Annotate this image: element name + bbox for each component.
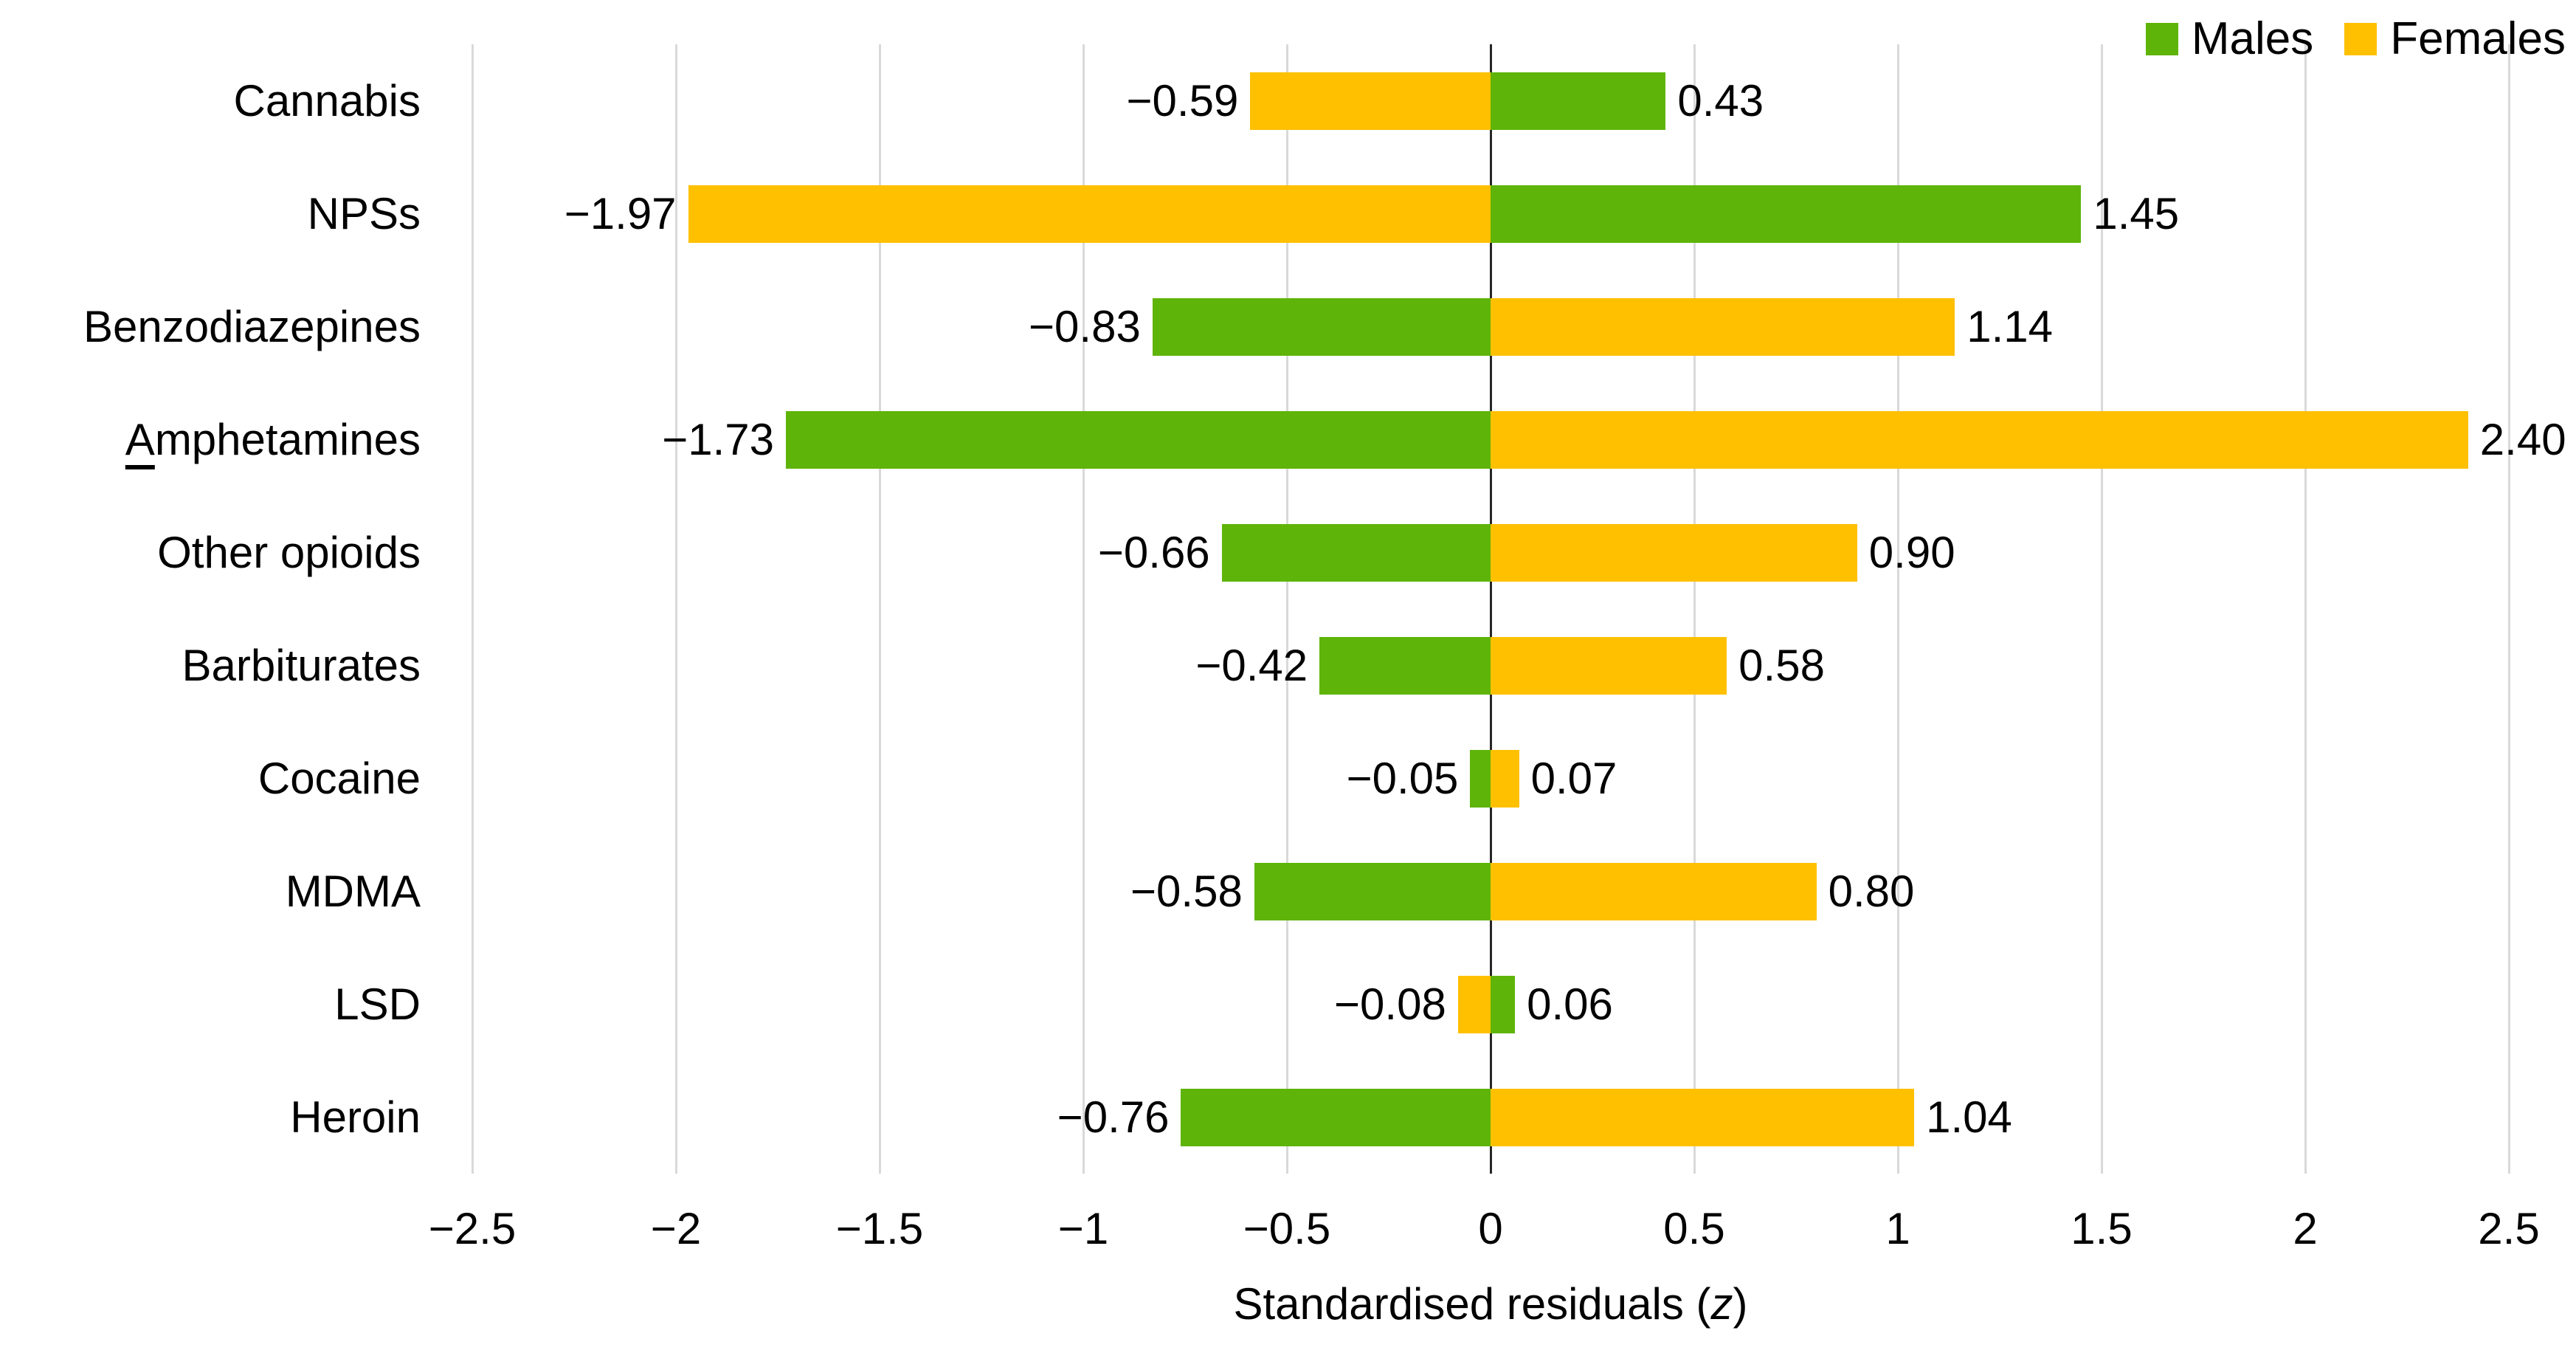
x-axis-title: Standardised residuals (z) — [937, 1278, 2044, 1330]
x-tick-label: −2 — [650, 1204, 702, 1253]
value-label-males-heroin: −0.76 — [1057, 1092, 1170, 1142]
bar-males-cocaine — [1470, 749, 1491, 808]
bar-females-heroin — [1491, 1088, 1915, 1146]
category-label-mdma: MDMA — [285, 867, 421, 916]
bar-males-lsd — [1491, 975, 1516, 1033]
x-tick-label: −1.5 — [835, 1204, 924, 1253]
value-label-females-cocaine: 0.07 — [1530, 753, 1617, 803]
x-tick-label: −1 — [1057, 1204, 1109, 1253]
category-label-lsd: LSD — [334, 980, 421, 1029]
legend-label-males: Males — [2191, 13, 2314, 64]
bar-males-cannabis — [1491, 72, 1666, 130]
bar-males-mdma — [1254, 862, 1491, 920]
value-label-males-amphetamines: −1.73 — [662, 414, 775, 464]
value-label-females-npss: −1.97 — [564, 188, 677, 238]
category-label-other-opioids: Other opioids — [157, 528, 421, 577]
value-label-males-lsd: 0.06 — [1527, 979, 1613, 1029]
value-label-males-barbiturates: −0.42 — [1195, 640, 1308, 690]
value-label-females-cannabis: −0.59 — [1126, 75, 1239, 125]
bar-females-npss — [688, 185, 1491, 243]
legend-swatch-females-icon — [2344, 23, 2378, 55]
gridline — [1693, 44, 1696, 1174]
x-axis-title-text: Standardised residuals ( — [1233, 1279, 1711, 1329]
category-label-barbiturates: Barbiturates — [182, 641, 421, 690]
x-tick-label: 1.5 — [2071, 1204, 2133, 1253]
value-label-males-cannabis: 0.43 — [1677, 75, 1764, 125]
gridline — [2100, 44, 2103, 1174]
bar-males-other-opioids — [1221, 523, 1491, 582]
value-label-females-other-opioids: 0.90 — [1868, 527, 1955, 577]
value-label-males-npss: 1.45 — [2093, 188, 2180, 238]
x-tick-label: 2.5 — [2478, 1204, 2540, 1253]
value-label-females-heroin: 1.04 — [1926, 1092, 2012, 1142]
value-label-males-other-opioids: −0.66 — [1097, 527, 1210, 577]
bar-females-barbiturates — [1491, 636, 1727, 695]
bar-females-mdma — [1491, 862, 1817, 920]
legend-item-males: Males — [2145, 13, 2314, 64]
category-label-cocaine: Cocaine — [258, 754, 421, 803]
legend-item-females: Females — [2344, 16, 2566, 62]
x-tick-label: 0 — [1478, 1204, 1503, 1253]
category-label-npss: NPSs — [307, 189, 421, 238]
gridline — [674, 44, 677, 1174]
bar-females-amphetamines — [1491, 410, 2468, 469]
bar-females-other-opioids — [1491, 523, 1857, 582]
bar-females-cannabis — [1250, 72, 1491, 130]
x-tick-label: 1 — [1885, 1204, 1910, 1253]
gridline — [1896, 44, 1899, 1174]
gridline — [2507, 44, 2510, 1174]
x-tick-label: 0.5 — [1663, 1204, 1725, 1253]
x-tick-label: 2 — [2293, 1204, 2318, 1253]
gridline — [471, 44, 474, 1174]
value-label-females-mdma: 0.80 — [1828, 866, 1915, 916]
zero-axis-line — [1489, 44, 1492, 1174]
value-label-males-benzodiazepines: −0.83 — [1029, 301, 1141, 351]
gridline — [2304, 44, 2307, 1174]
category-label-amphetamines: Amphetamines — [125, 415, 421, 464]
category-label-cannabis: Cannabis — [233, 76, 421, 125]
category-label-heroin: Heroin — [290, 1092, 421, 1142]
bar-males-benzodiazepines — [1152, 297, 1491, 356]
value-label-females-benzodiazepines: 1.14 — [1966, 301, 2054, 351]
bar-females-cocaine — [1491, 749, 1519, 808]
value-label-males-cocaine: −0.05 — [1346, 753, 1459, 803]
x-tick-label: −0.5 — [1243, 1204, 1331, 1253]
value-label-females-amphetamines: 2.40 — [2479, 414, 2566, 464]
bar-males-heroin — [1181, 1088, 1491, 1146]
bar-females-lsd — [1457, 975, 1491, 1033]
gridline — [1285, 44, 1288, 1174]
bar-males-barbiturates — [1319, 636, 1491, 695]
bar-females-benzodiazepines — [1491, 297, 1955, 356]
x-tick-label: −2.5 — [428, 1204, 517, 1253]
value-label-females-lsd: −0.08 — [1334, 979, 1446, 1029]
value-label-males-mdma: −0.58 — [1130, 866, 1243, 916]
value-label-females-barbiturates: 0.58 — [1738, 640, 1825, 690]
gridline — [1082, 44, 1085, 1174]
x-axis-title-close: ) — [1733, 1279, 1748, 1329]
gridline — [878, 44, 881, 1174]
category-label-benzodiazepines: Benzodiazepines — [83, 302, 421, 351]
x-axis-title-variable: z — [1710, 1279, 1733, 1329]
legend-label-females: Females — [2390, 13, 2566, 64]
legend-swatch-males-icon — [2145, 23, 2178, 55]
bar-males-amphetamines — [786, 410, 1491, 469]
legend: Males Females — [2145, 13, 2566, 64]
bar-males-npss — [1491, 185, 2082, 243]
